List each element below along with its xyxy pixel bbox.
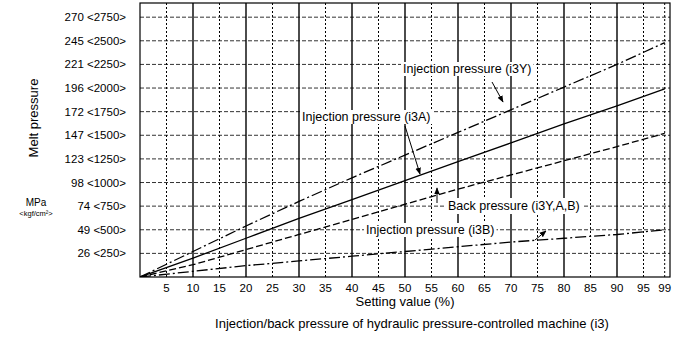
x-grid-line [272, 3, 273, 277]
plot-frame [140, 3, 670, 277]
y-tick-label: 123 <1250> [65, 153, 127, 165]
label-arrow [535, 231, 546, 240]
x-tick-label: 10 [187, 282, 200, 294]
x-grid-line [219, 3, 220, 277]
x-tick-label: 15 [213, 282, 226, 294]
y-tick-label: 270 <2750> [65, 11, 127, 23]
x-grid-line [166, 3, 167, 277]
x-tick-label: 60 [452, 282, 465, 294]
x-tick-label: 95 [637, 282, 650, 294]
label-halo [300, 110, 433, 124]
x-tick-label: 50 [399, 282, 412, 294]
x-tick-label: 5 [163, 282, 169, 294]
background [0, 0, 692, 341]
label-arrow [492, 82, 503, 102]
x-grid-line [537, 3, 538, 277]
series-label: Injection pressure (i3Y) [403, 62, 532, 76]
y-tick-label: 245 <2500> [65, 35, 127, 47]
grid [140, 3, 670, 277]
label-arrow [405, 126, 420, 174]
y-tick-label: 26 <250> [77, 247, 126, 259]
x-grid-line [325, 3, 326, 277]
y-tick-label: 172 <1750> [65, 106, 127, 118]
label-halo [401, 62, 534, 76]
x-grid-line [510, 3, 511, 277]
x-grid-line [664, 3, 665, 277]
series-label: Injection pressure (i3B) [366, 223, 495, 237]
y-tick-label: 98 <1000> [71, 177, 126, 189]
x-tick-label: 75 [531, 282, 544, 294]
y-tick-label: 196 <2000> [65, 82, 127, 94]
x-tick-label: 65 [478, 282, 491, 294]
x-axis-label: Setting value (%) [356, 294, 455, 309]
x-tick-label: 40 [346, 282, 359, 294]
x-grid-line [616, 3, 617, 277]
x-grid-line [563, 3, 564, 277]
label-arrow [437, 188, 438, 203]
x-grid-line [245, 3, 246, 277]
y-tick-label: 221 <2250> [65, 58, 127, 70]
y-unit-label: <kgf/cm²> [19, 209, 53, 218]
x-tick-label: 80 [558, 282, 571, 294]
x-grid-line [351, 3, 352, 277]
chart: 26 <250> 49 <500> 74 <750> 98 <1000> 123 <12… [0, 0, 692, 341]
caption: Injection/back pressure of hydraulic pre… [215, 316, 609, 331]
y-tick-label: 74 <750> [77, 200, 126, 212]
x-tick-label: 35 [319, 282, 332, 294]
series-line [140, 133, 665, 277]
x-tick-label: 70 [505, 282, 518, 294]
x-tick-label: 90 [611, 282, 624, 294]
y-tick-label: 147 <1500> [65, 129, 127, 141]
series-group [140, 43, 665, 277]
x-tick-label: 99 [658, 282, 671, 294]
x-tick-label: 30 [293, 282, 306, 294]
series-line [140, 89, 665, 277]
x-tick-label: 20 [240, 282, 253, 294]
y-tick-label: 49 <500> [77, 224, 126, 236]
y-unit-label: MPa [26, 197, 47, 208]
x-tick-label: 45 [372, 282, 385, 294]
y-axis-label: Melt pressure [26, 79, 41, 158]
x-tick-label: 55 [425, 282, 438, 294]
series-label: Injection pressure (i3A) [302, 110, 431, 124]
x-grid-line [192, 3, 193, 277]
label-box [444, 198, 584, 214]
x-tick-label: 25 [266, 282, 279, 294]
annotations: Injection pressure (i3Y) Injection pressu… [300, 62, 584, 240]
series-line [140, 43, 665, 277]
series-label: Back pressure (i3Y,A,B) [448, 199, 580, 213]
x-grid-line [298, 3, 299, 277]
x-tick-label: 85 [584, 282, 597, 294]
label-halo [364, 223, 497, 237]
